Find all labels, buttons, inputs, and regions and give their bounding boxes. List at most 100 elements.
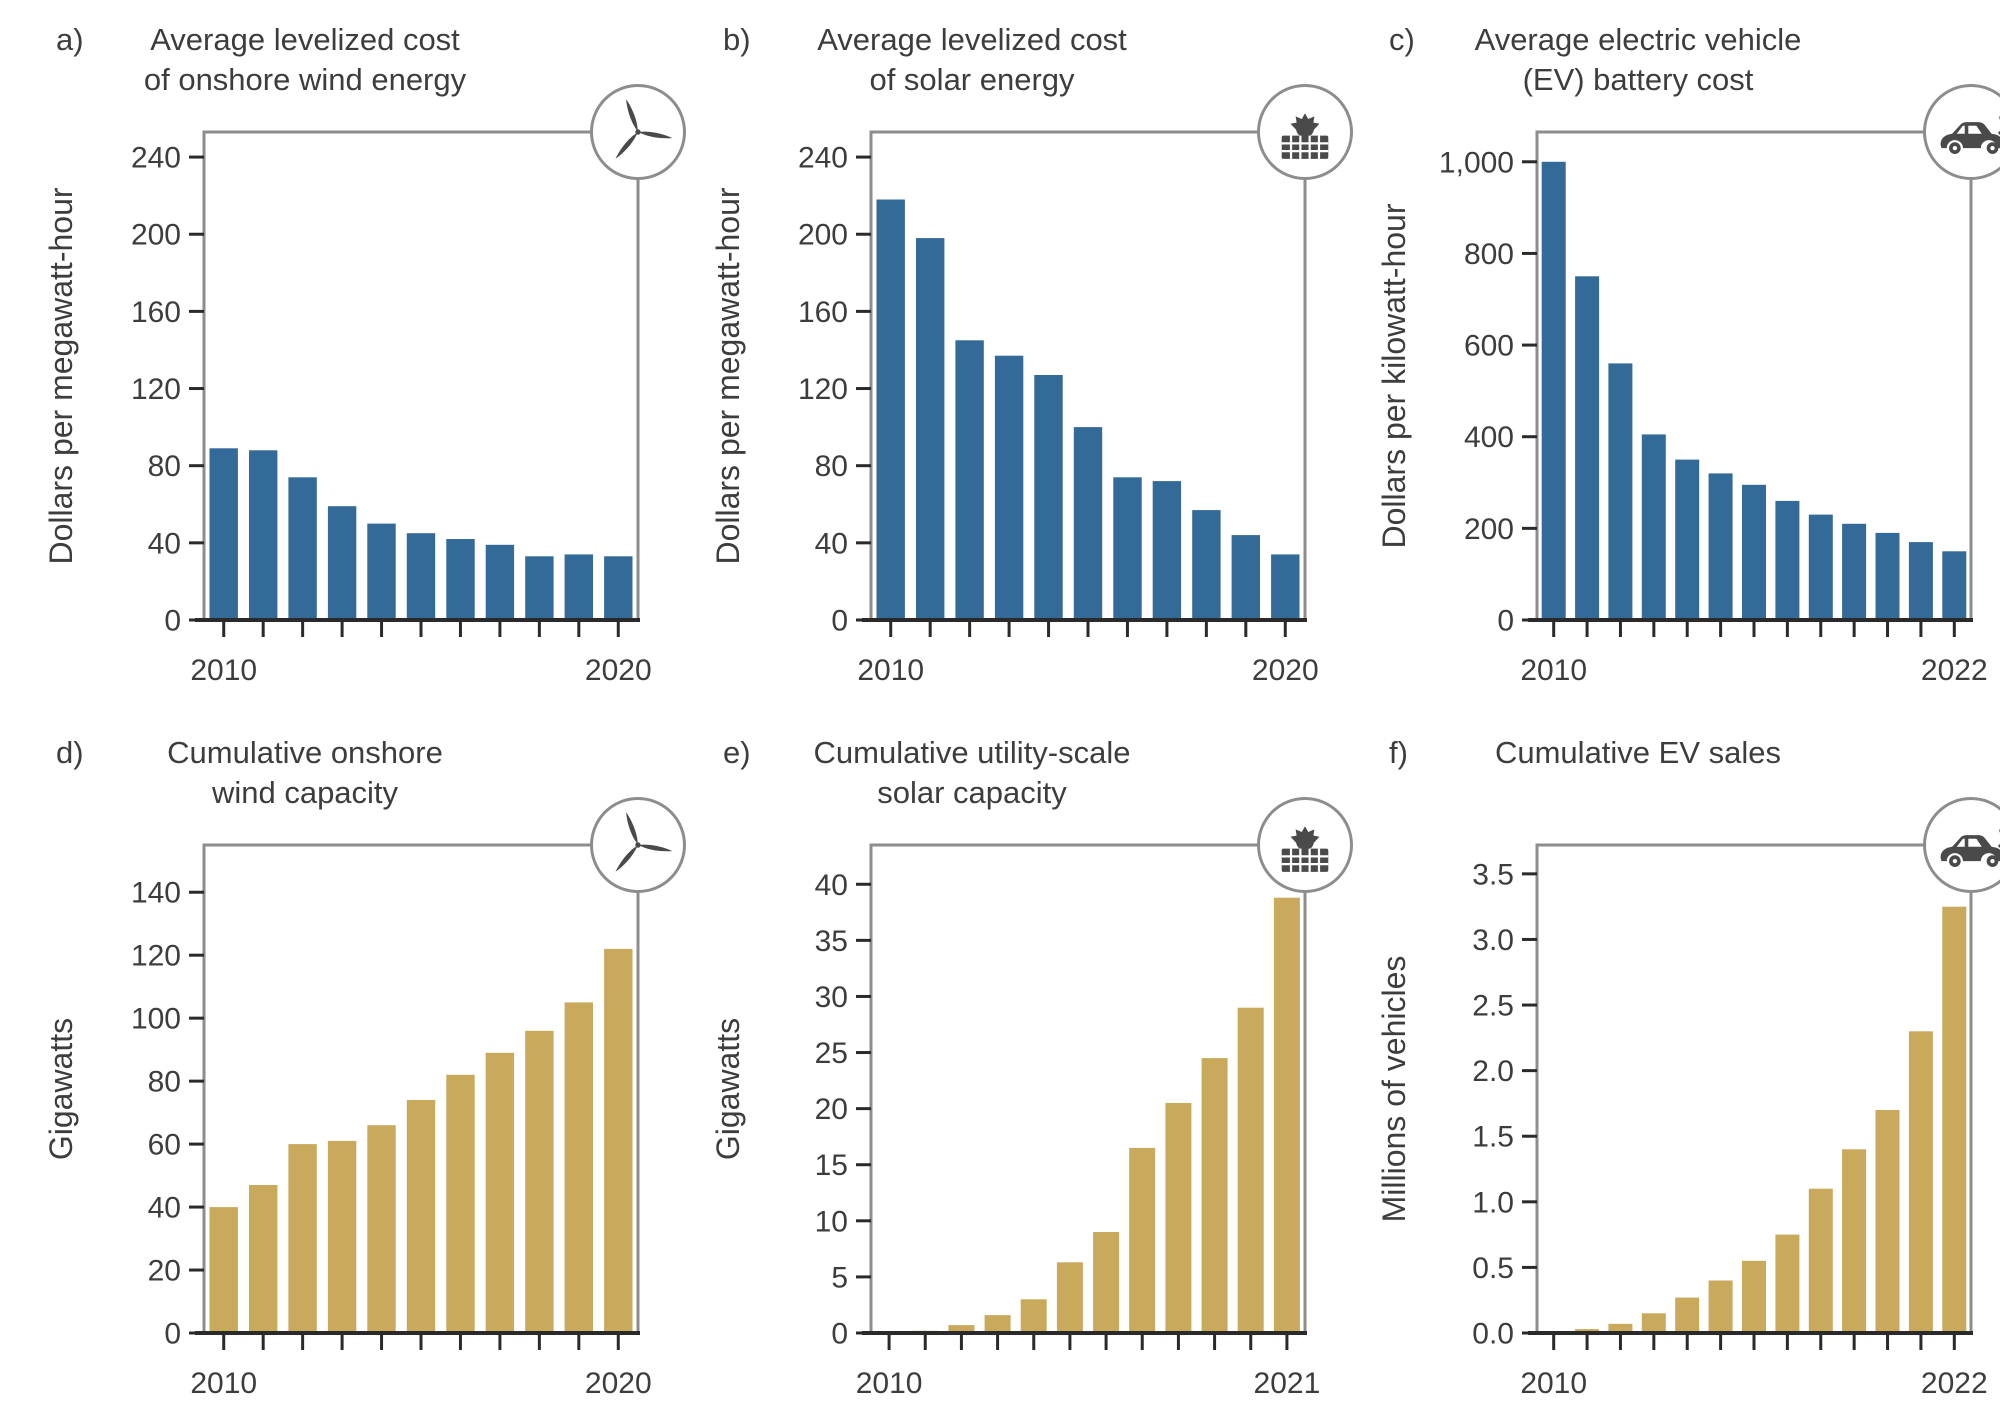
panel-d: d) Cumulative onshore wind capacity 0 20 4…	[0, 713, 686, 1425]
bar	[1608, 363, 1633, 620]
bar-chart: 0 20 40 60 80 100 120 140 2010 2020 Gigawatts	[43, 843, 652, 1400]
panel-title: Cumulative EV sales	[1383, 733, 1893, 773]
bar	[1073, 427, 1103, 620]
x-axis-last-year-label: 2020	[585, 1367, 652, 1400]
bar	[209, 448, 238, 620]
bar	[1875, 1110, 1900, 1333]
bar	[1034, 375, 1063, 620]
x-axis-first-year-label: 2010	[1520, 1367, 1587, 1400]
bar	[564, 1002, 593, 1333]
y-tick-label: 80	[148, 1066, 181, 1099]
bar-chart: 0 5 10 15 20 25 30 35 40 2010 2021 Gigawatts	[710, 843, 1321, 1400]
bar	[1231, 535, 1260, 620]
bar	[916, 238, 945, 620]
y-tick-label: 1,000	[1439, 146, 1514, 179]
bar	[1908, 1031, 1933, 1333]
bar	[367, 1125, 396, 1333]
y-tick-label: 120	[131, 373, 181, 406]
y-tick-label: 40	[148, 527, 181, 560]
y-tick-label: 15	[815, 1149, 848, 1182]
panel-title-line-2: solar capacity	[877, 774, 1067, 810]
y-tick-label: 0	[831, 605, 848, 638]
panel-title: Cumulative utility-scale solar capacity	[717, 733, 1227, 812]
y-tick-label: 0	[1497, 605, 1514, 638]
bar	[564, 554, 593, 620]
bar	[1608, 1323, 1633, 1333]
y-tick-label: 1.0	[1472, 1186, 1514, 1219]
icon-badge	[1257, 84, 1353, 180]
bar	[406, 1100, 436, 1333]
y-tick-label: 160	[131, 296, 181, 329]
bar	[1165, 1103, 1192, 1333]
bar	[1575, 276, 1600, 620]
y-tick-label: 80	[815, 450, 848, 483]
bar-chart: 0 40 80 120 160 200 240 2010 2020 Dollars per meg…	[43, 130, 652, 687]
y-tick-label: 20	[148, 1255, 181, 1288]
x-axis-last-year-label: 2021	[1254, 1367, 1321, 1400]
bar	[367, 523, 396, 620]
y-axis-label: Gigawatts	[43, 1018, 79, 1160]
panel-title: Average electric vehicle (EV) battery co…	[1383, 20, 1893, 99]
bar	[604, 556, 633, 620]
x-axis-first-year-label: 2010	[190, 1367, 257, 1400]
y-tick-label: 0	[164, 1318, 181, 1351]
panel-letter: d)	[56, 735, 84, 770]
panel-title: Cumulative onshore wind capacity	[50, 733, 560, 812]
plot-frame	[1535, 843, 1973, 1333]
x-axis-last-year-label: 2020	[1252, 654, 1319, 687]
bar	[1113, 477, 1142, 620]
y-tick-label: 10	[815, 1205, 848, 1238]
bar	[327, 1140, 357, 1333]
bar	[1541, 161, 1566, 621]
y-tick-label: 120	[131, 940, 181, 973]
y-tick-label: 3.5	[1472, 858, 1514, 891]
bar	[1675, 1297, 1700, 1333]
icon-badge	[590, 797, 686, 893]
panel-f: f) Cumulative EV sales 0.0 0.5 1.0 1.5 2.0 2.…	[1333, 713, 2000, 1425]
panel-title: Average levelized cost of solar energy	[717, 20, 1227, 99]
y-tick-label: 30	[815, 981, 848, 1014]
y-axis-label: Dollars per megawatt-hour	[710, 187, 746, 564]
electric-car-icon	[1940, 115, 2000, 154]
bar	[1942, 551, 1967, 620]
bar	[446, 539, 475, 620]
bar	[1742, 484, 1766, 620]
y-tick-label: 40	[815, 869, 848, 902]
y-axis-label: Dollars per megawatt-hour	[43, 187, 79, 564]
y-tick-label: 3.0	[1472, 924, 1514, 957]
y-tick-label: 20	[815, 1093, 848, 1126]
y-tick-label: 600	[1464, 330, 1514, 363]
y-tick-label: 800	[1464, 238, 1514, 271]
plot-frame	[1535, 130, 1973, 620]
panel-title-line-2: of onshore wind energy	[143, 61, 467, 97]
y-tick-label: 140	[131, 877, 181, 910]
bar	[1641, 434, 1666, 620]
icon-badge	[1257, 797, 1353, 893]
y-tick-label: 100	[131, 1003, 181, 1036]
x-axis-first-year-label: 2010	[1520, 654, 1587, 687]
bar	[984, 1315, 1011, 1333]
panel-title-line-2: wind capacity	[211, 774, 399, 810]
y-tick-label: 40	[815, 527, 848, 560]
bar	[1020, 1299, 1047, 1333]
panel-letter: c)	[1389, 22, 1415, 57]
bar	[955, 340, 984, 620]
bar	[994, 355, 1024, 620]
bar	[1675, 459, 1700, 620]
y-tick-label: 0.0	[1472, 1318, 1514, 1351]
bar	[1201, 1058, 1228, 1333]
y-tick-label: 0.5	[1472, 1252, 1514, 1285]
bar	[1942, 906, 1967, 1333]
panel-letter: a)	[56, 22, 84, 57]
panel-letter: f)	[1389, 735, 1408, 770]
panel-b: b) Average levelized cost of solar energ…	[667, 0, 1353, 713]
bar	[1273, 897, 1300, 1333]
y-tick-label: 60	[148, 1129, 181, 1162]
bar	[948, 1325, 975, 1333]
bar	[406, 533, 436, 620]
y-tick-label: 200	[1464, 513, 1514, 546]
panel-title-line-2: (EV) battery cost	[1522, 61, 1754, 97]
wind-turbine-icon	[615, 812, 673, 872]
bar	[1842, 523, 1867, 620]
bar	[1808, 1188, 1833, 1333]
